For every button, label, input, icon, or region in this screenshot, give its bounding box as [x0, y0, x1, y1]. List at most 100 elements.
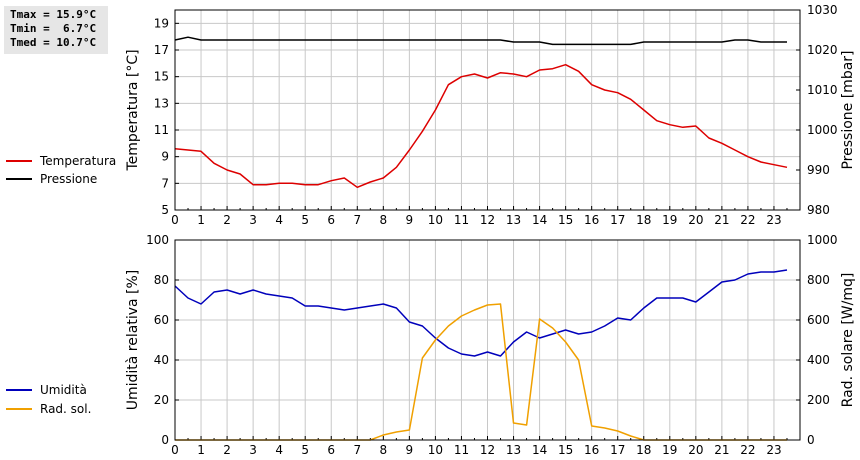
temp-panel-xtick-label: 10: [428, 213, 443, 227]
temp-panel-xtick-label: 12: [480, 213, 495, 227]
temp-panel-ytick-right-label: 980: [807, 203, 830, 217]
legend-label-rad-sol: Rad. sol.: [40, 402, 92, 416]
humidity-panel-xtick-label: 8: [380, 443, 388, 457]
temp-panel-xtick-label: 2: [223, 213, 231, 227]
humidity-panel-ytick-right-label: 200: [807, 393, 830, 407]
humidity-panel-xtick-label: 7: [353, 443, 361, 457]
temp-panel-ytick-left-label: 13: [154, 96, 169, 110]
temp-panel-xtick-label: 0: [171, 213, 179, 227]
humidity-panel-ylabel-left: Umidità relativa [%]: [125, 270, 141, 411]
humidity-panel-ylabel-right: Rad. solare [W/mq]: [840, 273, 856, 408]
humidity-panel-ytick-left-label: 40: [154, 353, 169, 367]
legend-rad-sol: Rad. sol.: [6, 401, 91, 417]
humidity-panel-xtick-label: 4: [275, 443, 283, 457]
legend-umidita: Umidità: [6, 382, 87, 398]
humidity-panel-ytick-left-label: 100: [146, 233, 169, 247]
temp-panel-xtick-label: 15: [558, 213, 573, 227]
temp-panel-xtick-label: 23: [766, 213, 781, 227]
temp-panel-ytick-left-label: 19: [154, 16, 169, 30]
temp-panel-ytick-right-label: 1030: [807, 3, 838, 17]
legend-pressione: Pressione: [6, 171, 97, 187]
temp-panel-xtick-label: 5: [301, 213, 309, 227]
humidity-panel-xtick-label: 12: [480, 443, 495, 457]
humidity-panel-ytick-right-label: 800: [807, 273, 830, 287]
temp-panel-series-temperatura: [174, 63, 788, 189]
humidity-panel-series-rad-sol: [175, 303, 787, 441]
temp-panel-ytick-right-label: 1020: [807, 43, 838, 57]
humidity-panel-series-umidit: [174, 269, 788, 357]
temp-panel-ytick-right-label: 1000: [807, 123, 838, 137]
humidity-panel-ytick-left-label: 80: [154, 273, 169, 287]
humidity-panel-xtick-label: 16: [584, 443, 599, 457]
temp-panel-xtick-label: 22: [740, 213, 755, 227]
temp-panel-ytick-right-label: 1010: [807, 83, 838, 97]
humidity-panel-frame: [174, 239, 801, 441]
temp-panel-xtick-label: 1: [197, 213, 205, 227]
humidity-panel-ytick-left-label: 0: [161, 433, 169, 447]
humidity-panel-xtick-label: 2: [223, 443, 231, 457]
humidity-panel-xtick-label: 0: [171, 443, 179, 457]
temp-panel-xtick-label: 6: [327, 213, 335, 227]
temp-panel-frame: [174, 9, 801, 211]
temp-panel-xtick-label: 11: [454, 213, 469, 227]
temp-panel-ytick-left-label: 17: [154, 43, 169, 57]
legend-label-temperatura: Temperatura: [40, 154, 117, 168]
temp-panel-series-pressione: [174, 36, 787, 46]
humidity-panel-ytick-right-label: 600: [807, 313, 830, 327]
humidity-panel-ytick-left-label: 60: [154, 313, 169, 327]
humidity-panel-ytick-right-label: 0: [807, 433, 815, 447]
humidity-panel-xtick-label: 21: [714, 443, 729, 457]
legend-swatch-pressione: [6, 178, 32, 180]
temp-panel-xtick-label: 16: [584, 213, 599, 227]
temp-panel-xtick-label: 18: [636, 213, 651, 227]
humidity-panel-xtick-label: 20: [688, 443, 703, 457]
temp-panel-ytick-left-label: 11: [154, 123, 169, 137]
temp-panel-xtick-label: 14: [532, 213, 547, 227]
temp-panel-ylabel-right: Pressione [mbar]: [840, 50, 856, 169]
humidity-panel-xtick-label: 14: [532, 443, 547, 457]
temp-panel-ytick-left-label: 9: [161, 150, 169, 164]
humidity-panel-xtick-label: 11: [454, 443, 469, 457]
humidity-panel-xtick-label: 1: [197, 443, 205, 457]
temp-panel-ytick-right-label: 990: [807, 163, 830, 177]
temp-panel-xtick-label: 7: [353, 213, 361, 227]
temp-panel-xtick-label: 4: [275, 213, 283, 227]
temp-panel-ytick-left-label: 15: [154, 70, 169, 84]
temp-panel-ytick-left-label: 5: [161, 203, 169, 217]
humidity-panel-xtick-label: 15: [558, 443, 573, 457]
temp-panel-ylabel-left: Temperatura [°C]: [125, 49, 141, 171]
humidity-panel-xtick-label: 10: [428, 443, 443, 457]
temp-panel-xtick-label: 9: [406, 213, 414, 227]
legend-label-pressione: Pressione: [40, 172, 98, 186]
legend-swatch-umidita: [6, 389, 32, 391]
legend-label-umidita: Umidità: [40, 383, 87, 397]
temp-panel-xtick-label: 20: [688, 213, 703, 227]
tmed-label: Tmed = 10.7°C: [10, 36, 97, 49]
humidity-panel-xtick-label: 9: [406, 443, 414, 457]
humidity-panel-xtick-label: 17: [610, 443, 625, 457]
legend-swatch-rad-sol: [6, 408, 32, 410]
humidity-panel-xtick-label: 23: [766, 443, 781, 457]
tmin-label: Tmin = 6.7°C: [10, 22, 97, 35]
humidity-panel-xtick-label: 22: [740, 443, 755, 457]
stats-box: Tmax = 15.9°C Tmin = 6.7°C Tmed = 10.7°C: [4, 6, 108, 54]
legend-temperatura: Temperatura: [6, 153, 116, 169]
temp-panel-xtick-label: 3: [249, 213, 257, 227]
humidity-panel-ytick-right-label: 400: [807, 353, 830, 367]
temp-panel-xtick-label: 8: [380, 213, 388, 227]
humidity-panel-xtick-label: 13: [506, 443, 521, 457]
humidity-panel-xtick-label: 18: [636, 443, 651, 457]
temp-panel-ytick-left-label: 7: [161, 176, 169, 190]
temp-panel-xtick-label: 19: [662, 213, 677, 227]
temp-panel-xtick-label: 17: [610, 213, 625, 227]
temp-panel-xtick-label: 13: [506, 213, 521, 227]
humidity-panel-xtick-label: 19: [662, 443, 677, 457]
humidity-panel-xtick-label: 3: [249, 443, 257, 457]
humidity-panel-xtick-label: 5: [301, 443, 309, 457]
humidity-panel-xtick-label: 6: [327, 443, 335, 457]
legend-swatch-temperatura: [6, 160, 32, 162]
tmax-label: Tmax = 15.9°C: [10, 8, 97, 21]
humidity-panel-ytick-right-label: 1000: [807, 233, 838, 247]
humidity-panel-ytick-left-label: 20: [154, 393, 169, 407]
